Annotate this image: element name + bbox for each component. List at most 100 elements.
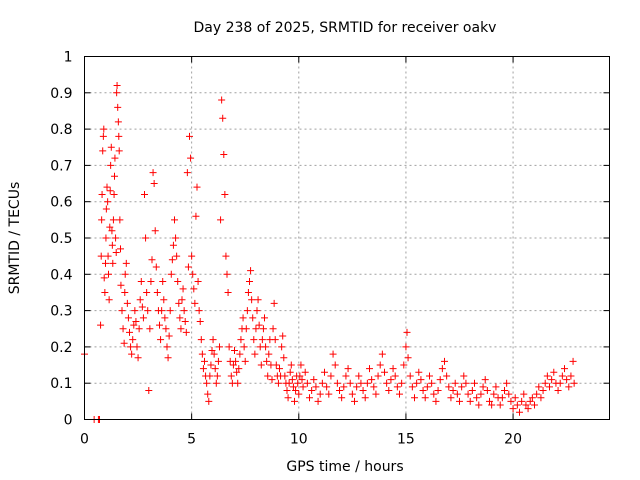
data-point — [203, 379, 211, 387]
data-point — [541, 379, 549, 387]
data-point — [368, 376, 376, 384]
data-point — [205, 397, 213, 405]
data-point — [501, 386, 508, 394]
data-point — [134, 354, 142, 362]
data-point — [451, 379, 459, 387]
data-point — [118, 307, 126, 315]
data-point — [147, 278, 155, 286]
data-point — [115, 132, 123, 140]
data-point — [284, 394, 292, 402]
data-point — [415, 368, 423, 376]
data-point — [101, 288, 109, 296]
data-point — [548, 376, 556, 384]
data-point — [403, 328, 411, 336]
data-point — [196, 317, 204, 325]
y-tick-label: 0.1 — [50, 376, 72, 392]
data-point — [406, 372, 414, 380]
data-point — [216, 343, 223, 351]
data-point — [243, 307, 251, 315]
data-point — [160, 296, 168, 304]
data-point — [136, 296, 144, 304]
data-point — [207, 361, 215, 369]
data-point — [106, 223, 114, 231]
data-point — [280, 354, 288, 362]
data-point — [477, 390, 485, 398]
data-point — [218, 96, 226, 104]
data-point — [184, 263, 192, 271]
data-point — [186, 132, 193, 140]
data-point — [389, 365, 397, 373]
data-point — [105, 270, 112, 278]
x-tick-label: 20 — [504, 432, 522, 448]
data-point — [219, 114, 227, 122]
data-point — [235, 365, 243, 373]
data-point — [464, 390, 472, 398]
data-point — [268, 376, 276, 384]
data-point — [432, 397, 440, 405]
data-point — [242, 325, 250, 333]
data-point — [144, 307, 152, 315]
data-point — [161, 314, 169, 322]
data-point — [220, 151, 228, 159]
data-point — [213, 372, 221, 380]
data-point — [353, 383, 361, 391]
data-point — [351, 397, 358, 405]
data-point — [441, 357, 448, 365]
data-point — [561, 365, 568, 373]
data-point — [318, 379, 326, 387]
data-point — [509, 405, 517, 413]
x-tick-label: 15 — [397, 432, 415, 448]
data-point — [507, 397, 515, 405]
data-point — [556, 379, 564, 387]
data-point — [296, 372, 304, 380]
data-point — [165, 332, 173, 340]
data-point — [298, 376, 306, 384]
data-point — [225, 343, 233, 351]
data-point — [121, 288, 129, 296]
y-tick-label: 0.5 — [50, 231, 72, 247]
data-point — [244, 288, 252, 296]
data-point — [546, 383, 553, 391]
data-point — [152, 263, 160, 271]
data-point — [276, 365, 283, 373]
data-point — [209, 336, 217, 344]
data-point — [301, 368, 309, 376]
data-point — [163, 343, 171, 351]
data-point — [385, 386, 393, 394]
data-point — [138, 303, 146, 311]
data-point — [374, 372, 382, 380]
y-tick-label: 0.8 — [50, 122, 72, 138]
data-point — [247, 267, 255, 275]
data-point — [426, 372, 433, 380]
data-point — [522, 401, 530, 409]
data-point — [456, 397, 463, 405]
data-point — [103, 183, 111, 191]
data-point — [361, 394, 369, 402]
data-point — [108, 241, 116, 249]
x-tick-label: 5 — [187, 432, 196, 448]
data-point — [249, 314, 257, 322]
data-point — [460, 372, 468, 380]
data-points — [81, 82, 578, 423]
data-point — [246, 278, 253, 286]
data-point — [505, 390, 513, 398]
data-point — [570, 379, 578, 387]
data-point — [398, 379, 406, 387]
data-point — [191, 299, 199, 307]
data-point — [299, 383, 307, 391]
data-point — [171, 216, 178, 224]
data-point — [237, 336, 245, 344]
data-point — [214, 357, 222, 365]
data-point — [206, 372, 214, 380]
x-tick-label: 0 — [80, 432, 89, 448]
data-point — [323, 383, 331, 391]
data-point — [224, 288, 232, 296]
data-point — [516, 408, 523, 416]
data-point — [162, 325, 170, 333]
data-point — [528, 394, 536, 402]
data-point — [148, 256, 156, 264]
data-point — [550, 368, 558, 376]
data-point — [466, 397, 474, 405]
data-point — [143, 288, 151, 296]
